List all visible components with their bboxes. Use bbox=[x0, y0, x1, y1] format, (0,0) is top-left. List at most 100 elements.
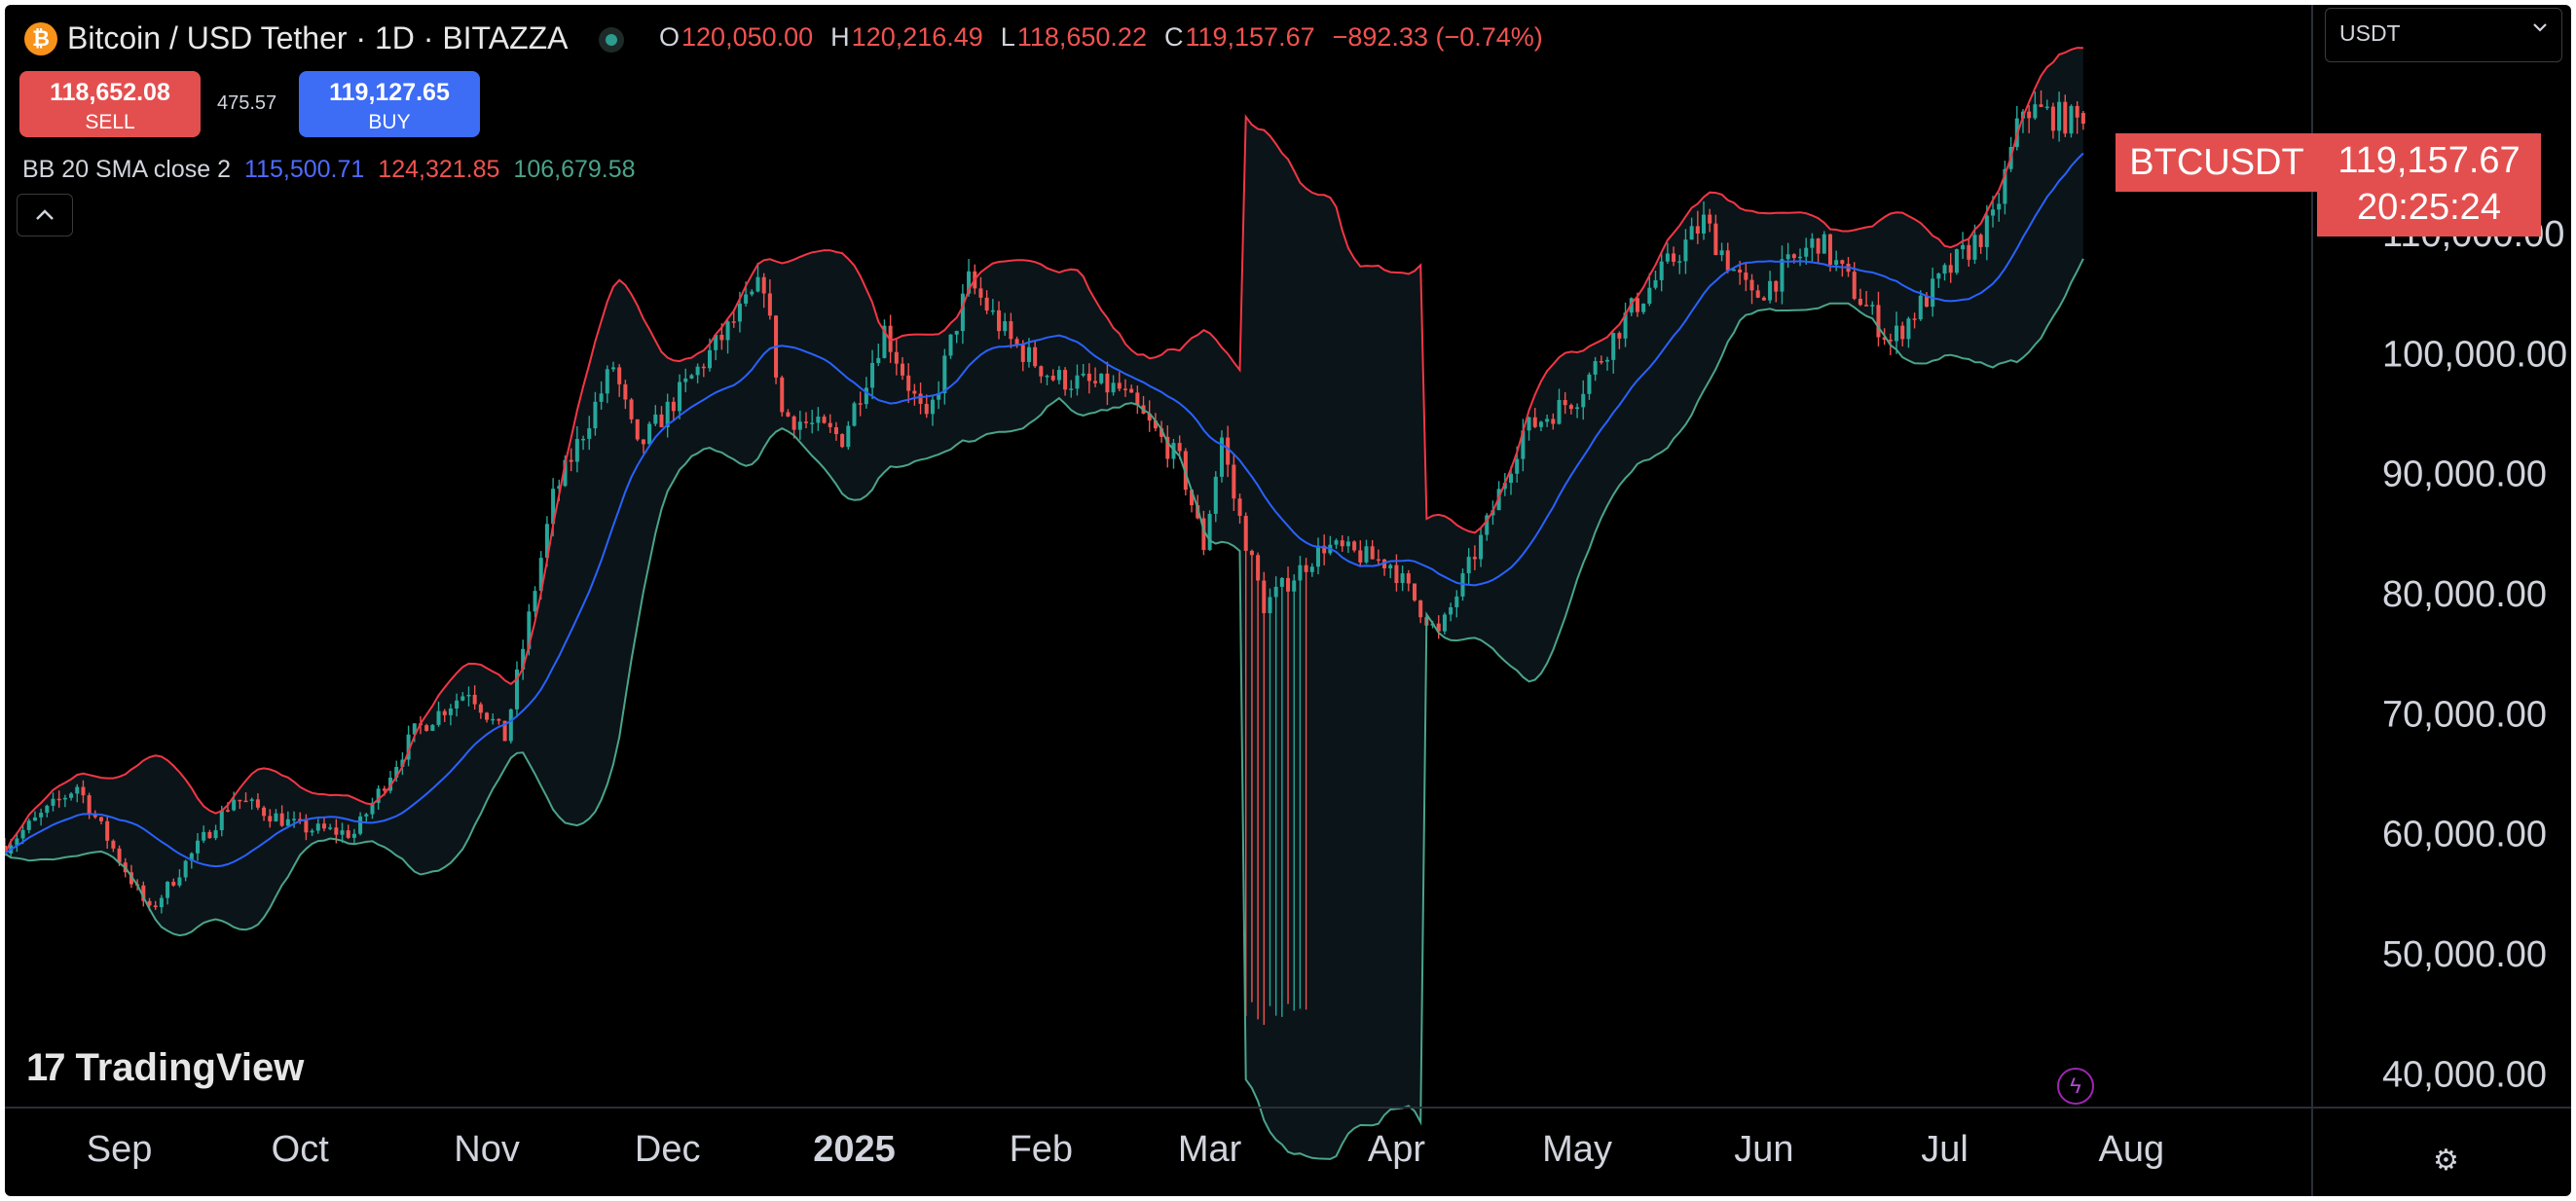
candle bbox=[321, 817, 326, 832]
candle bbox=[455, 693, 460, 717]
candle bbox=[460, 692, 465, 702]
candle bbox=[1641, 303, 1646, 315]
settings-icon[interactable]: ⚙ bbox=[2433, 1145, 2459, 1177]
candle bbox=[39, 808, 44, 826]
candle-body bbox=[1466, 557, 1471, 574]
candle bbox=[15, 831, 19, 853]
candle-body bbox=[207, 831, 212, 839]
tradingview-logo[interactable]: 17 TradingView bbox=[26, 1046, 304, 1090]
sell-button[interactable]: 118,652.08 SELL bbox=[19, 71, 201, 137]
candle bbox=[351, 828, 356, 845]
candle bbox=[472, 685, 477, 710]
candle bbox=[75, 783, 80, 803]
candle-body bbox=[1322, 545, 1327, 554]
collapse-legend-button[interactable] bbox=[17, 194, 73, 237]
candle-body bbox=[1286, 577, 1291, 592]
candle-body bbox=[671, 401, 676, 412]
candle-body bbox=[376, 788, 381, 803]
candle-body bbox=[912, 390, 917, 394]
candle-body bbox=[653, 414, 658, 424]
candle-body bbox=[1147, 414, 1152, 421]
candle bbox=[833, 421, 838, 441]
candle-body bbox=[1931, 278, 1935, 308]
candle-body bbox=[678, 382, 682, 412]
candle-body bbox=[1298, 564, 1303, 581]
candle bbox=[1587, 372, 1592, 400]
candle bbox=[1243, 512, 1248, 1016]
candle-body bbox=[358, 816, 363, 834]
candle-body bbox=[1936, 273, 1941, 279]
candle bbox=[521, 639, 526, 680]
indicator-legend[interactable]: BB 20 SMA close 2 115,500.71 124,321.85 106… bbox=[22, 156, 636, 184]
price-chart[interactable]: 110,000.00100,000.0090,000.0080,000.0070… bbox=[5, 5, 2571, 1196]
candle bbox=[1249, 549, 1254, 1002]
symbol-title[interactable]: Bitcoin / USD Tether · 1D · BITAZZA bbox=[67, 20, 569, 55]
buy-button[interactable]: 119,127.65 BUY bbox=[299, 71, 480, 137]
candle-body bbox=[98, 817, 104, 821]
candle bbox=[797, 410, 802, 440]
candle-body bbox=[502, 720, 507, 742]
candle bbox=[846, 420, 851, 450]
candle-body bbox=[1810, 238, 1815, 248]
candle bbox=[635, 419, 640, 442]
candle-body bbox=[1906, 318, 1911, 340]
candle bbox=[1086, 363, 1091, 394]
currency-select[interactable]: USDT bbox=[2325, 8, 2562, 62]
candle-body bbox=[1352, 541, 1357, 551]
candle bbox=[304, 814, 309, 841]
candle-body bbox=[574, 439, 579, 462]
candle-body bbox=[189, 853, 194, 861]
candle bbox=[1345, 535, 1350, 554]
candle bbox=[755, 262, 760, 293]
candle bbox=[243, 792, 248, 803]
candle-body bbox=[472, 694, 477, 705]
candle-body bbox=[1798, 256, 1803, 259]
candle bbox=[1050, 369, 1055, 382]
candle-body bbox=[448, 708, 453, 715]
candle bbox=[1009, 312, 1013, 348]
candle-body bbox=[1093, 381, 1098, 383]
candle-body bbox=[196, 840, 201, 854]
candle-body bbox=[213, 830, 218, 839]
candle-body bbox=[587, 428, 592, 439]
candle-body bbox=[364, 814, 369, 817]
candle-body bbox=[641, 439, 645, 445]
candle-body bbox=[56, 798, 61, 801]
candle-body bbox=[225, 810, 230, 812]
candle bbox=[1268, 588, 1272, 1006]
candle-body bbox=[62, 797, 67, 800]
candle-body bbox=[1304, 564, 1308, 572]
candle-body bbox=[1050, 376, 1055, 381]
candle bbox=[1322, 534, 1327, 565]
candle-body bbox=[1309, 566, 1314, 572]
candle-body bbox=[1972, 235, 1977, 260]
candle-body bbox=[2057, 101, 2062, 131]
ohlc-high-label: H bbox=[830, 22, 850, 52]
buy-price: 119,127.65 bbox=[329, 79, 450, 106]
market-status-icon[interactable] bbox=[599, 27, 624, 53]
candle bbox=[984, 290, 989, 314]
candle bbox=[1665, 242, 1670, 265]
candle bbox=[1719, 242, 1724, 262]
candle-body bbox=[424, 725, 429, 731]
candle bbox=[1702, 200, 1707, 240]
candle bbox=[1997, 193, 2002, 222]
candle-body bbox=[1563, 400, 1567, 406]
candle-body bbox=[1376, 559, 1380, 562]
candle-body bbox=[659, 414, 664, 427]
candle-body bbox=[69, 793, 74, 798]
ohlc-close-label: C bbox=[1163, 22, 1184, 52]
candle bbox=[298, 812, 303, 824]
candle-body bbox=[990, 309, 995, 312]
candle-body bbox=[1858, 298, 1862, 306]
candle-body bbox=[846, 425, 851, 448]
candle bbox=[1315, 537, 1320, 575]
candle bbox=[285, 811, 290, 826]
candle bbox=[1683, 229, 1688, 274]
candle-body bbox=[285, 819, 290, 826]
candle bbox=[105, 815, 110, 849]
lightning-icon[interactable]: ϟ bbox=[2057, 1068, 2094, 1105]
candle-body bbox=[1388, 564, 1393, 568]
candle bbox=[990, 299, 995, 315]
candle-body bbox=[1279, 577, 1284, 587]
